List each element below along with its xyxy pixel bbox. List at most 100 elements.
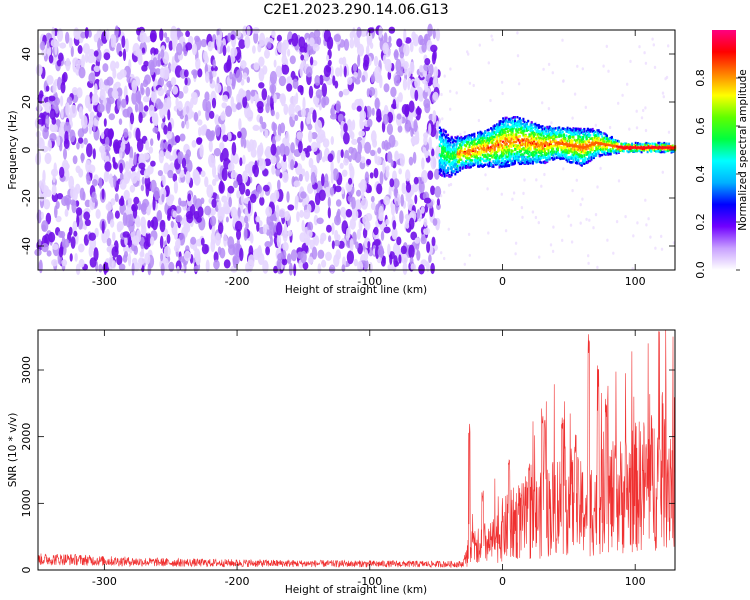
spectrogram-cell [443,168,446,171]
spectrogram-cell [152,196,156,211]
spectrogram-cell [571,151,574,154]
spectrogram-cell [424,58,431,66]
spectrogram-cell [549,140,552,143]
spectrogram-cell [395,58,402,73]
spectrogram-cell [363,264,368,272]
spectrogram-cell [51,184,57,196]
spectrogram-cell [494,161,497,164]
spectrogram-cell [262,168,269,177]
spectrogram-cell [478,138,481,142]
spectrogram-cell [578,138,581,142]
spectrogram-cell [487,165,490,168]
spectrogram-cell [467,148,470,151]
spectrogram-cell [442,172,445,175]
spectrogram-cell [492,143,495,147]
spectrogram-cell [578,153,581,156]
spectrogram-cell [441,161,444,165]
spectrogram-cell [321,173,325,187]
spectrogram-cell [239,93,243,101]
spectrogram-cell [552,138,555,141]
spectrogram-cell [325,186,330,195]
spectrogram-cell [503,123,506,127]
spectrogram-cell [527,149,530,152]
spectrogram-cell [374,97,380,110]
spectrogram-cell [273,189,280,201]
spectrogram-cell [500,164,503,167]
spectrogram-cell [44,101,52,113]
spectrogram-cell [278,208,286,219]
spectrogram-cell [97,103,105,113]
spectrogram-cell [566,150,569,153]
spectrogram-cell [595,137,598,140]
spectrogram-cell [486,143,489,146]
spectrogram-cell [592,129,595,133]
spectrogram-cell [521,161,524,164]
spectrogram-cell [475,154,478,158]
spectrogram-cell [527,136,530,139]
spectrogram-cell [502,163,505,166]
spectrogram-cell [469,136,472,139]
spectrogram-cell [467,166,470,169]
spectrogram-cell [277,252,284,261]
spectrogram-cell [243,137,247,149]
spectrogram-cell [578,149,581,153]
spectrogram-cell [510,137,513,140]
spectrogram-cell [662,95,665,99]
spectrogram-cell [529,127,532,130]
spectrogram-cell [511,119,514,123]
spectrogram-cell [370,74,375,84]
spectrogram-cell [614,141,617,144]
spectrogram-cell [494,156,497,160]
spectrogram-cell [576,141,579,144]
spectrogram-cell [436,198,440,206]
spectrogram-cell [404,106,410,118]
spectrogram-cell [412,34,420,47]
spectrogram-cell [561,154,564,157]
spectrogram-cell [598,155,601,158]
spectrogram-cell [588,134,591,138]
spectrogram-cell [543,160,546,163]
spectrogram-cell [140,236,145,249]
spectrogram-cell [521,131,524,134]
spectrogram-cell [542,156,545,159]
spectrogram-cell [442,140,445,143]
spectrogram-cell [149,29,157,43]
spectrogram-cell [506,121,509,124]
spectrogram-cell [200,38,208,48]
spectrogram-cell [506,125,509,128]
spectrogram-cell [485,158,488,161]
spectrogram-cell [48,54,54,64]
spectrogram-cell [197,119,203,126]
spectrogram-cell [595,154,598,157]
spectrogram-cell [231,134,237,141]
spectrogram-cell [456,155,459,158]
spectrogram-cell [591,130,594,133]
spectrogram-cell [455,163,458,166]
spectrogram-cell [166,196,174,207]
spectrogram-cell [594,154,596,158]
spectrogram-cell [496,130,499,133]
spectrogram-cell [510,131,513,134]
spectrogram-cell [443,74,446,78]
spectrogram-cell [364,171,370,184]
spectrogram-cell [582,140,585,144]
spectrogram-cell [506,159,509,162]
spectrogram-cell [574,154,577,157]
spectrogram-cell [141,176,145,185]
spectrogram-cell [40,178,46,193]
spectrogram-cell [323,180,329,189]
spectrogram-cell [456,136,459,139]
spectrogram-cell [212,164,217,178]
spectrogram-cell [412,151,417,164]
spectrogram-cell [214,232,221,246]
spectrogram-cell [444,163,447,167]
spectrogram-cell [506,127,509,130]
spectrogram-cell [152,127,159,133]
spectrogram-cell [49,108,56,121]
spectrogram-cell [443,149,446,152]
spectrogram-cell [534,157,537,161]
spectrogram-cell [541,137,544,140]
spectrogram-cell [113,174,117,189]
spectrogram-cell [512,140,515,144]
